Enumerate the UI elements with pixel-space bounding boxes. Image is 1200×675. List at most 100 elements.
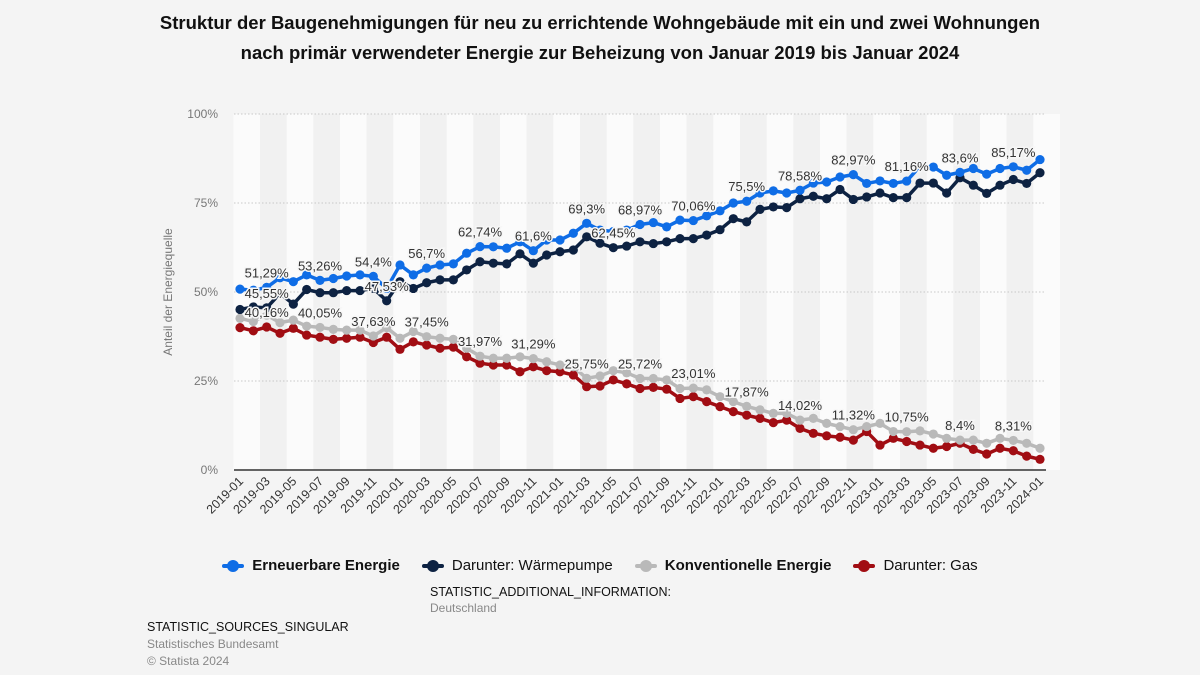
data-point: [782, 415, 792, 425]
data-label: 81,16%: [885, 159, 930, 174]
data-point: [702, 385, 712, 395]
data-point: [422, 340, 432, 350]
data-label: 31,97%: [458, 334, 503, 349]
data-point: [1035, 443, 1045, 453]
data-point: [355, 325, 365, 335]
data-point: [475, 351, 485, 361]
data-point: [955, 167, 965, 177]
data-point: [448, 259, 458, 269]
data-point: [982, 438, 992, 448]
data-point: [435, 260, 445, 270]
data-point: [555, 367, 565, 377]
data-label: 62,45%: [591, 226, 636, 241]
y-tick-label: 0%: [201, 463, 219, 477]
data-point: [1022, 165, 1032, 175]
data-point: [848, 425, 858, 435]
data-point: [262, 303, 272, 313]
data-point: [795, 415, 805, 425]
data-point: [728, 407, 738, 417]
data-label: 56,7%: [408, 246, 445, 261]
data-point: [568, 228, 578, 238]
data-label: 37,45%: [405, 315, 450, 330]
data-point: [755, 405, 765, 415]
data-point: [582, 382, 592, 392]
data-point: [595, 381, 605, 391]
data-point: [622, 225, 632, 235]
data-label: 23,01%: [671, 366, 716, 381]
data-point: [288, 299, 298, 309]
data-point: [648, 238, 658, 249]
data-point: [995, 180, 1005, 190]
data-point: [888, 426, 898, 437]
data-point: [395, 260, 405, 270]
data-point: [368, 271, 378, 281]
data-point: [915, 178, 925, 188]
data-point: [888, 178, 898, 189]
data-point: [488, 242, 498, 252]
data-point: [862, 192, 872, 202]
legend-marker-icon: [421, 559, 444, 572]
data-point: [848, 170, 858, 180]
data-label: 83,6%: [942, 150, 979, 165]
data-point: [715, 206, 725, 216]
data-point: [928, 443, 938, 453]
data-point: [542, 235, 552, 245]
data-point: [888, 433, 898, 443]
data-point: [795, 185, 805, 195]
legend-label: Konventionelle Energie: [664, 557, 832, 574]
data-point: [982, 188, 992, 198]
data-point: [662, 375, 672, 385]
legend-marker-icon: [853, 559, 876, 572]
data-point: [1022, 451, 1032, 461]
data-point: [542, 250, 552, 260]
legend-item-gas[interactable]: Darunter: Gas: [853, 557, 978, 574]
data-point: [462, 248, 472, 258]
data-point: [475, 257, 485, 267]
data-point: [835, 184, 845, 195]
data-label: 78,58%: [778, 168, 823, 183]
data-point: [822, 177, 832, 187]
sources: STATISTIC_SOURCES_SINGULAR Statistisches…: [147, 620, 349, 668]
data-point: [568, 245, 578, 255]
data-point: [288, 315, 298, 325]
legend-item-erneuerbare[interactable]: Erneuerbare Energie: [222, 557, 400, 574]
data-point: [568, 370, 578, 380]
data-point: [1008, 174, 1018, 185]
data-point: [368, 283, 378, 294]
legend-item-konventionelle[interactable]: Konventionelle Energie: [634, 557, 832, 574]
data-point: [328, 324, 338, 334]
data-label: 47,53%: [365, 279, 410, 294]
data-point: [582, 373, 592, 383]
data-point: [635, 237, 645, 247]
data-point: [675, 215, 685, 225]
data-label: 10,75%: [885, 410, 930, 425]
data-point: [1008, 435, 1018, 446]
data-point: [248, 302, 258, 312]
data-point: [315, 322, 325, 333]
data-point: [635, 219, 645, 230]
data-point: [888, 193, 898, 203]
data-point: [715, 225, 725, 235]
data-point: [555, 247, 565, 257]
data-point: [395, 344, 405, 354]
data-point: [822, 418, 832, 428]
data-point: [648, 382, 658, 393]
data-label: 45,55%: [245, 286, 290, 301]
data-point: [515, 367, 525, 377]
data-point: [235, 313, 245, 323]
data-point: [475, 358, 485, 368]
data-point: [768, 418, 778, 428]
data-point: [595, 225, 605, 235]
data-point: [928, 178, 938, 188]
data-point: [982, 449, 992, 459]
data-point: [262, 322, 272, 332]
data-point: [635, 383, 645, 394]
data-point: [515, 352, 525, 362]
data-point: [302, 321, 312, 331]
data-point: [422, 263, 432, 273]
data-point: [528, 354, 538, 364]
data-label: 68,97%: [618, 202, 663, 217]
legend-item-waermepumpe[interactable]: Darunter: Wärmepumpe: [421, 557, 613, 574]
data-label: 8,4%: [945, 418, 975, 433]
additional-info-heading: STATISTIC_ADDITIONAL_INFORMATION:: [430, 585, 671, 599]
